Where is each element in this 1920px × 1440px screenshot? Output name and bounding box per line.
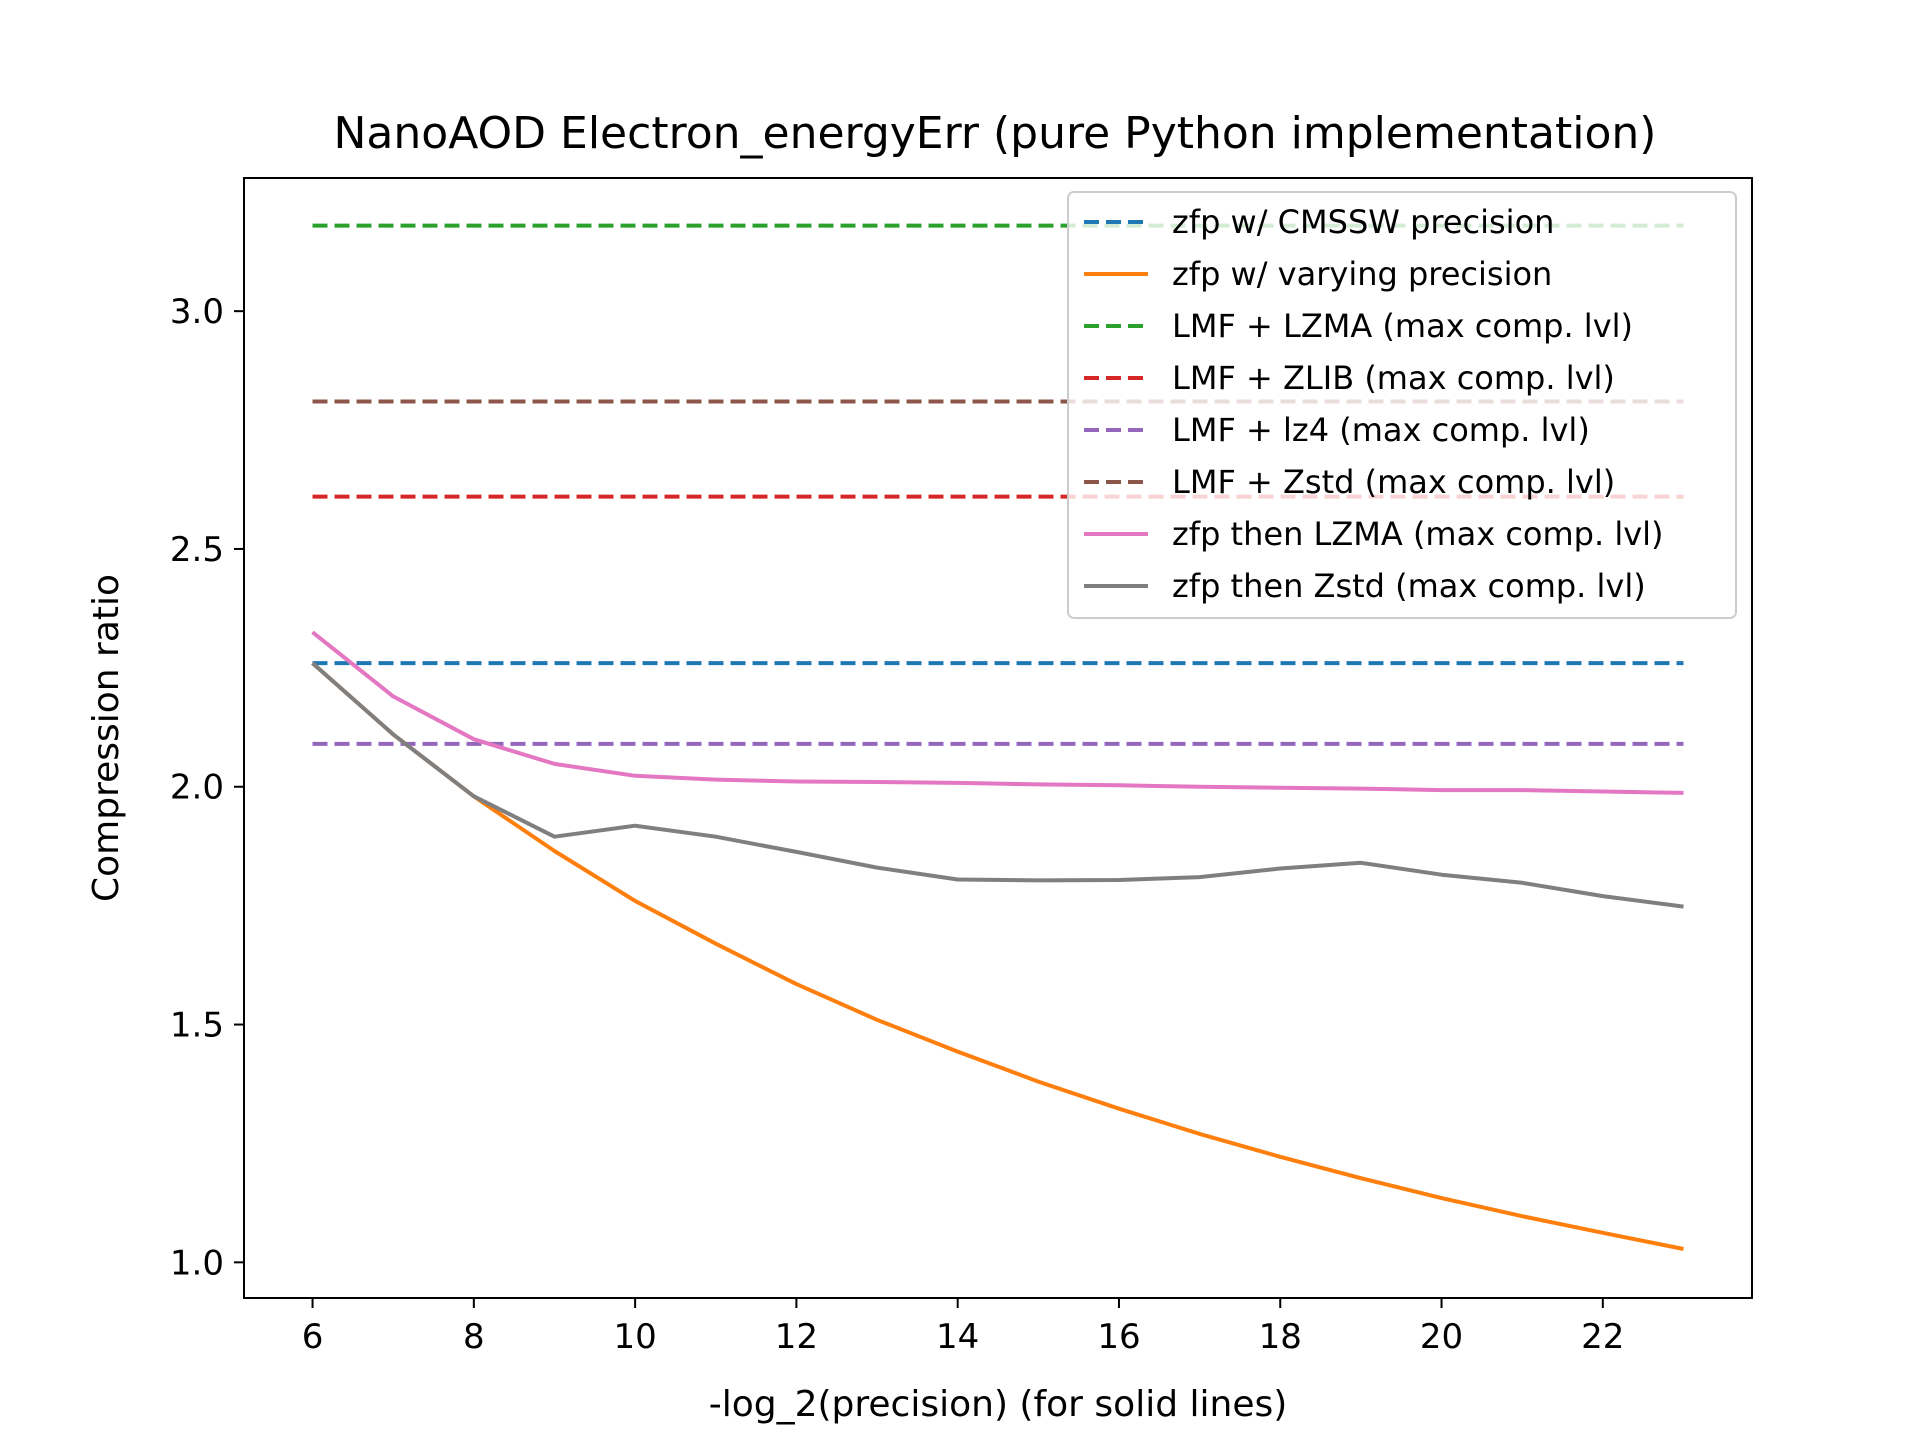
legend-entry: zfp then Zstd (max comp. lvl) <box>1172 567 1646 605</box>
x-tick-label: 6 <box>302 1317 324 1357</box>
x-tick-label: 12 <box>775 1317 818 1357</box>
series-line-zfp-w-varying-precision <box>311 661 1684 1251</box>
x-tick-label: 8 <box>463 1317 485 1357</box>
y-tick-label: 3.0 <box>170 292 224 332</box>
legend-entry: zfp then LZMA (max comp. lvl) <box>1172 515 1664 553</box>
series-line-zfp-then-zstd-max-comp-lvl <box>311 661 1684 909</box>
x-tick-label: 20 <box>1420 1317 1463 1357</box>
y-tick-label: 1.5 <box>170 1006 224 1046</box>
series-layer <box>311 223 1684 1251</box>
legend-entry: zfp w/ CMSSW precision <box>1172 203 1554 241</box>
plot-area-frame <box>243 177 1753 1299</box>
y-tick-label: 1.0 <box>170 1243 224 1283</box>
legend-entry: zfp w/ varying precision <box>1172 255 1552 293</box>
x-tick-label: 22 <box>1581 1317 1624 1357</box>
x-tick-label: 16 <box>1097 1317 1140 1357</box>
x-axis-label: -log_2(precision) (for solid lines) <box>709 1384 1288 1425</box>
legend-entry: LMF + lz4 (max comp. lvl) <box>1172 411 1590 449</box>
x-tick-label: 18 <box>1259 1317 1302 1357</box>
y-axis: 1.0 1.5 2.0 2.5 3.0 <box>170 292 244 1283</box>
legend-box <box>1067 191 1737 619</box>
x-tick-label: 10 <box>613 1317 656 1357</box>
legend-entry: LMF + ZLIB (max comp. lvl) <box>1172 359 1615 397</box>
y-tick-label: 2.5 <box>170 530 224 570</box>
series-line-zfp-then-lzma-max-comp-lvl <box>311 630 1684 795</box>
y-tick-label: 2.0 <box>170 768 224 808</box>
legend-entry: LMF + LZMA (max comp. lvl) <box>1172 307 1633 345</box>
y-axis-label: Compression ratio <box>86 574 127 902</box>
x-axis: 6 8 10 12 14 16 18 20 22 <box>302 1298 1624 1357</box>
legend: zfp w/ CMSSW precision zfp w/ varying pre… <box>1067 191 1737 619</box>
x-tick-label: 14 <box>936 1317 979 1357</box>
chart-title: NanoAOD Electron_energyErr (pure Python … <box>334 108 1657 159</box>
legend-entry: LMF + Zstd (max comp. lvl) <box>1172 463 1615 501</box>
